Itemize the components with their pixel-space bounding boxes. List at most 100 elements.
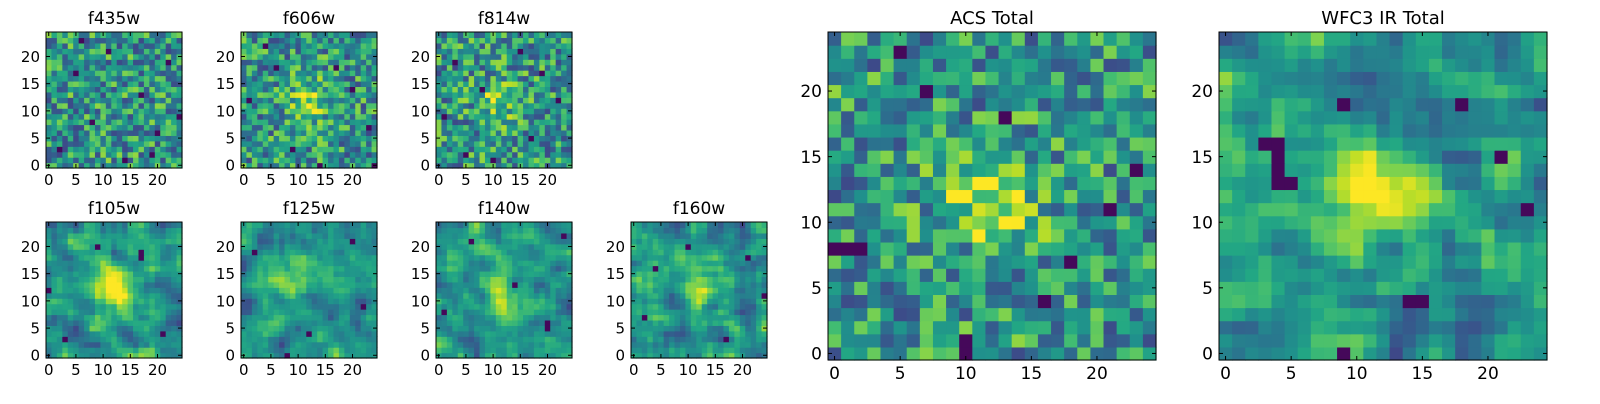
heatmap-cell — [474, 293, 480, 299]
heatmap-cell — [344, 276, 350, 282]
heatmap-cell — [653, 276, 659, 282]
heatmap-cell — [344, 238, 350, 244]
heatmap-cell — [713, 233, 719, 239]
heatmap-cell — [999, 281, 1013, 295]
heatmap-cell — [79, 76, 85, 82]
heatmap-cell — [355, 238, 361, 244]
heatmap-cell — [46, 37, 52, 43]
heatmap-cell — [528, 249, 534, 255]
heatmap-cell — [268, 314, 274, 320]
heatmap-cell — [854, 255, 868, 269]
heatmap-cell — [664, 266, 670, 272]
heatmap-cell — [312, 249, 318, 255]
heatmap-cell — [73, 347, 79, 353]
heatmap-cell — [95, 331, 101, 337]
heatmap-cell — [707, 249, 713, 255]
heatmap-cell — [469, 244, 475, 250]
heatmap-cell — [128, 293, 134, 299]
heatmap-cell — [985, 281, 999, 295]
heatmap-cell — [155, 37, 161, 43]
heatmap-cell — [257, 119, 263, 125]
heatmap-cell — [252, 260, 258, 266]
heatmap-cell — [344, 325, 350, 331]
heatmap-cell — [111, 227, 117, 233]
heatmap-cell — [160, 152, 166, 158]
heatmap-cell — [90, 244, 96, 250]
heatmap-cell — [756, 347, 762, 353]
heatmap-cell — [441, 119, 447, 125]
heatmap-cell — [675, 325, 681, 331]
heatmap-cell — [436, 157, 442, 163]
heatmap-cell — [691, 271, 697, 277]
heatmap-cell — [328, 48, 334, 54]
heatmap-cell — [1077, 347, 1091, 361]
heatmap-cell — [718, 227, 724, 233]
heatmap-cell — [90, 48, 96, 54]
heatmap-cell — [669, 320, 675, 326]
heatmap-cell — [1025, 308, 1039, 322]
heatmap-cell — [691, 347, 697, 353]
heatmap-cell — [171, 124, 177, 130]
y-tick-label: 15 — [21, 265, 40, 283]
heatmap-cell — [95, 70, 101, 76]
heatmap-cell — [361, 276, 367, 282]
heatmap-cell — [745, 298, 751, 304]
heatmap-cell — [756, 282, 762, 288]
heatmap-cell — [534, 86, 540, 92]
heatmap-cell — [295, 331, 301, 337]
heatmap-cell — [959, 308, 973, 322]
heatmap-cell — [534, 130, 540, 136]
heatmap-cell — [68, 227, 74, 233]
heatmap-cell — [117, 342, 123, 348]
heatmap-cell — [480, 130, 486, 136]
heatmap-cell — [745, 325, 751, 331]
heatmap-cell — [252, 249, 258, 255]
heatmap-cell — [122, 124, 128, 130]
heatmap-cell — [447, 238, 453, 244]
heatmap-cell — [100, 48, 106, 54]
heatmap-cell — [246, 81, 252, 87]
heatmap-cell — [458, 325, 464, 331]
heatmap-cell — [1130, 163, 1144, 177]
heatmap-cell — [144, 37, 150, 43]
heatmap-cell — [463, 114, 469, 120]
heatmap-cell — [642, 336, 648, 342]
heatmap-cell — [323, 244, 329, 250]
heatmap-cell — [51, 320, 57, 326]
heatmap-cell — [122, 304, 128, 310]
heatmap-cell — [279, 342, 285, 348]
heatmap-cell — [90, 32, 96, 38]
heatmap-cell — [452, 304, 458, 310]
heatmap-cell — [312, 124, 318, 130]
heatmap-cell — [246, 233, 252, 239]
heatmap-cell — [333, 92, 339, 98]
heatmap-cell — [972, 294, 986, 308]
heatmap-cell — [317, 114, 323, 120]
heatmap-cell — [290, 227, 296, 233]
heatmap-cell — [480, 81, 486, 87]
heatmap-cell — [756, 336, 762, 342]
heatmap-cell — [675, 282, 681, 288]
heatmap-cell — [344, 54, 350, 60]
heatmap-cell — [680, 255, 686, 261]
heatmap-cell — [707, 233, 713, 239]
heatmap-cell — [436, 320, 442, 326]
heatmap-cell — [122, 238, 128, 244]
heatmap-cell — [68, 92, 74, 98]
heatmap-cell — [458, 227, 464, 233]
heatmap-cell — [366, 76, 372, 82]
heatmap-cell — [729, 331, 735, 337]
heatmap-cell — [111, 70, 117, 76]
heatmap-cell — [122, 76, 128, 82]
heatmap-cell — [57, 76, 63, 82]
heatmap-cell — [756, 255, 762, 261]
heatmap-cell — [539, 59, 545, 65]
heatmap-cell — [133, 276, 139, 282]
heatmap-cell — [507, 103, 513, 109]
heatmap-cell — [556, 342, 562, 348]
heatmap-cell — [507, 309, 513, 315]
heatmap-cell — [361, 43, 367, 49]
heatmap-cell — [301, 146, 307, 152]
heatmap-cell — [350, 65, 356, 71]
heatmap-cell — [90, 276, 96, 282]
